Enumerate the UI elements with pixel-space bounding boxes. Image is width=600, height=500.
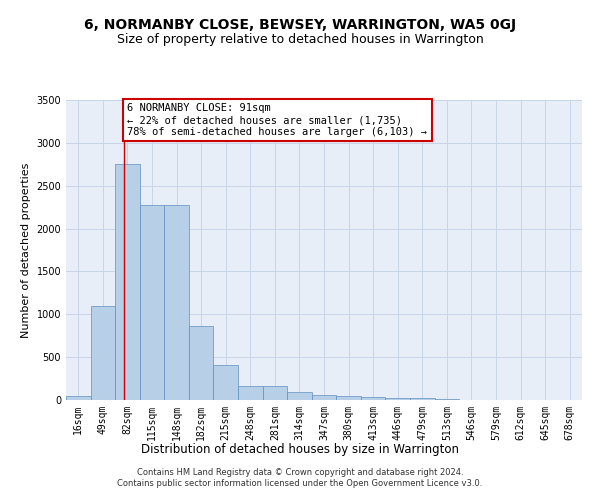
Text: Distribution of detached houses by size in Warrington: Distribution of detached houses by size … (141, 442, 459, 456)
Bar (410, 398, 434, 400)
Text: Contains HM Land Registry data © Crown copyright and database right 2024.
Contai: Contains HM Land Registry data © Crown c… (118, 468, 482, 487)
Bar (115, 164, 140, 400)
Text: Size of property relative to detached houses in Warrington: Size of property relative to detached ho… (116, 32, 484, 46)
Bar (214, 365, 238, 400)
Bar (312, 396, 336, 400)
Bar (91, 306, 115, 400)
Bar (263, 386, 287, 400)
Bar (66, 396, 91, 400)
Bar (361, 397, 385, 400)
Bar (434, 399, 459, 400)
Bar (238, 386, 263, 400)
Bar (140, 206, 164, 400)
Y-axis label: Number of detached properties: Number of detached properties (21, 162, 31, 338)
Text: 6 NORMANBY CLOSE: 91sqm
← 22% of detached houses are smaller (1,735)
78% of semi: 6 NORMANBY CLOSE: 91sqm ← 22% of detache… (127, 104, 427, 136)
Bar (336, 396, 361, 400)
Bar (189, 326, 214, 400)
Bar (164, 204, 189, 400)
Bar (385, 398, 410, 400)
Bar (287, 392, 312, 400)
Text: 6, NORMANBY CLOSE, BEWSEY, WARRINGTON, WA5 0GJ: 6, NORMANBY CLOSE, BEWSEY, WARRINGTON, W… (84, 18, 516, 32)
